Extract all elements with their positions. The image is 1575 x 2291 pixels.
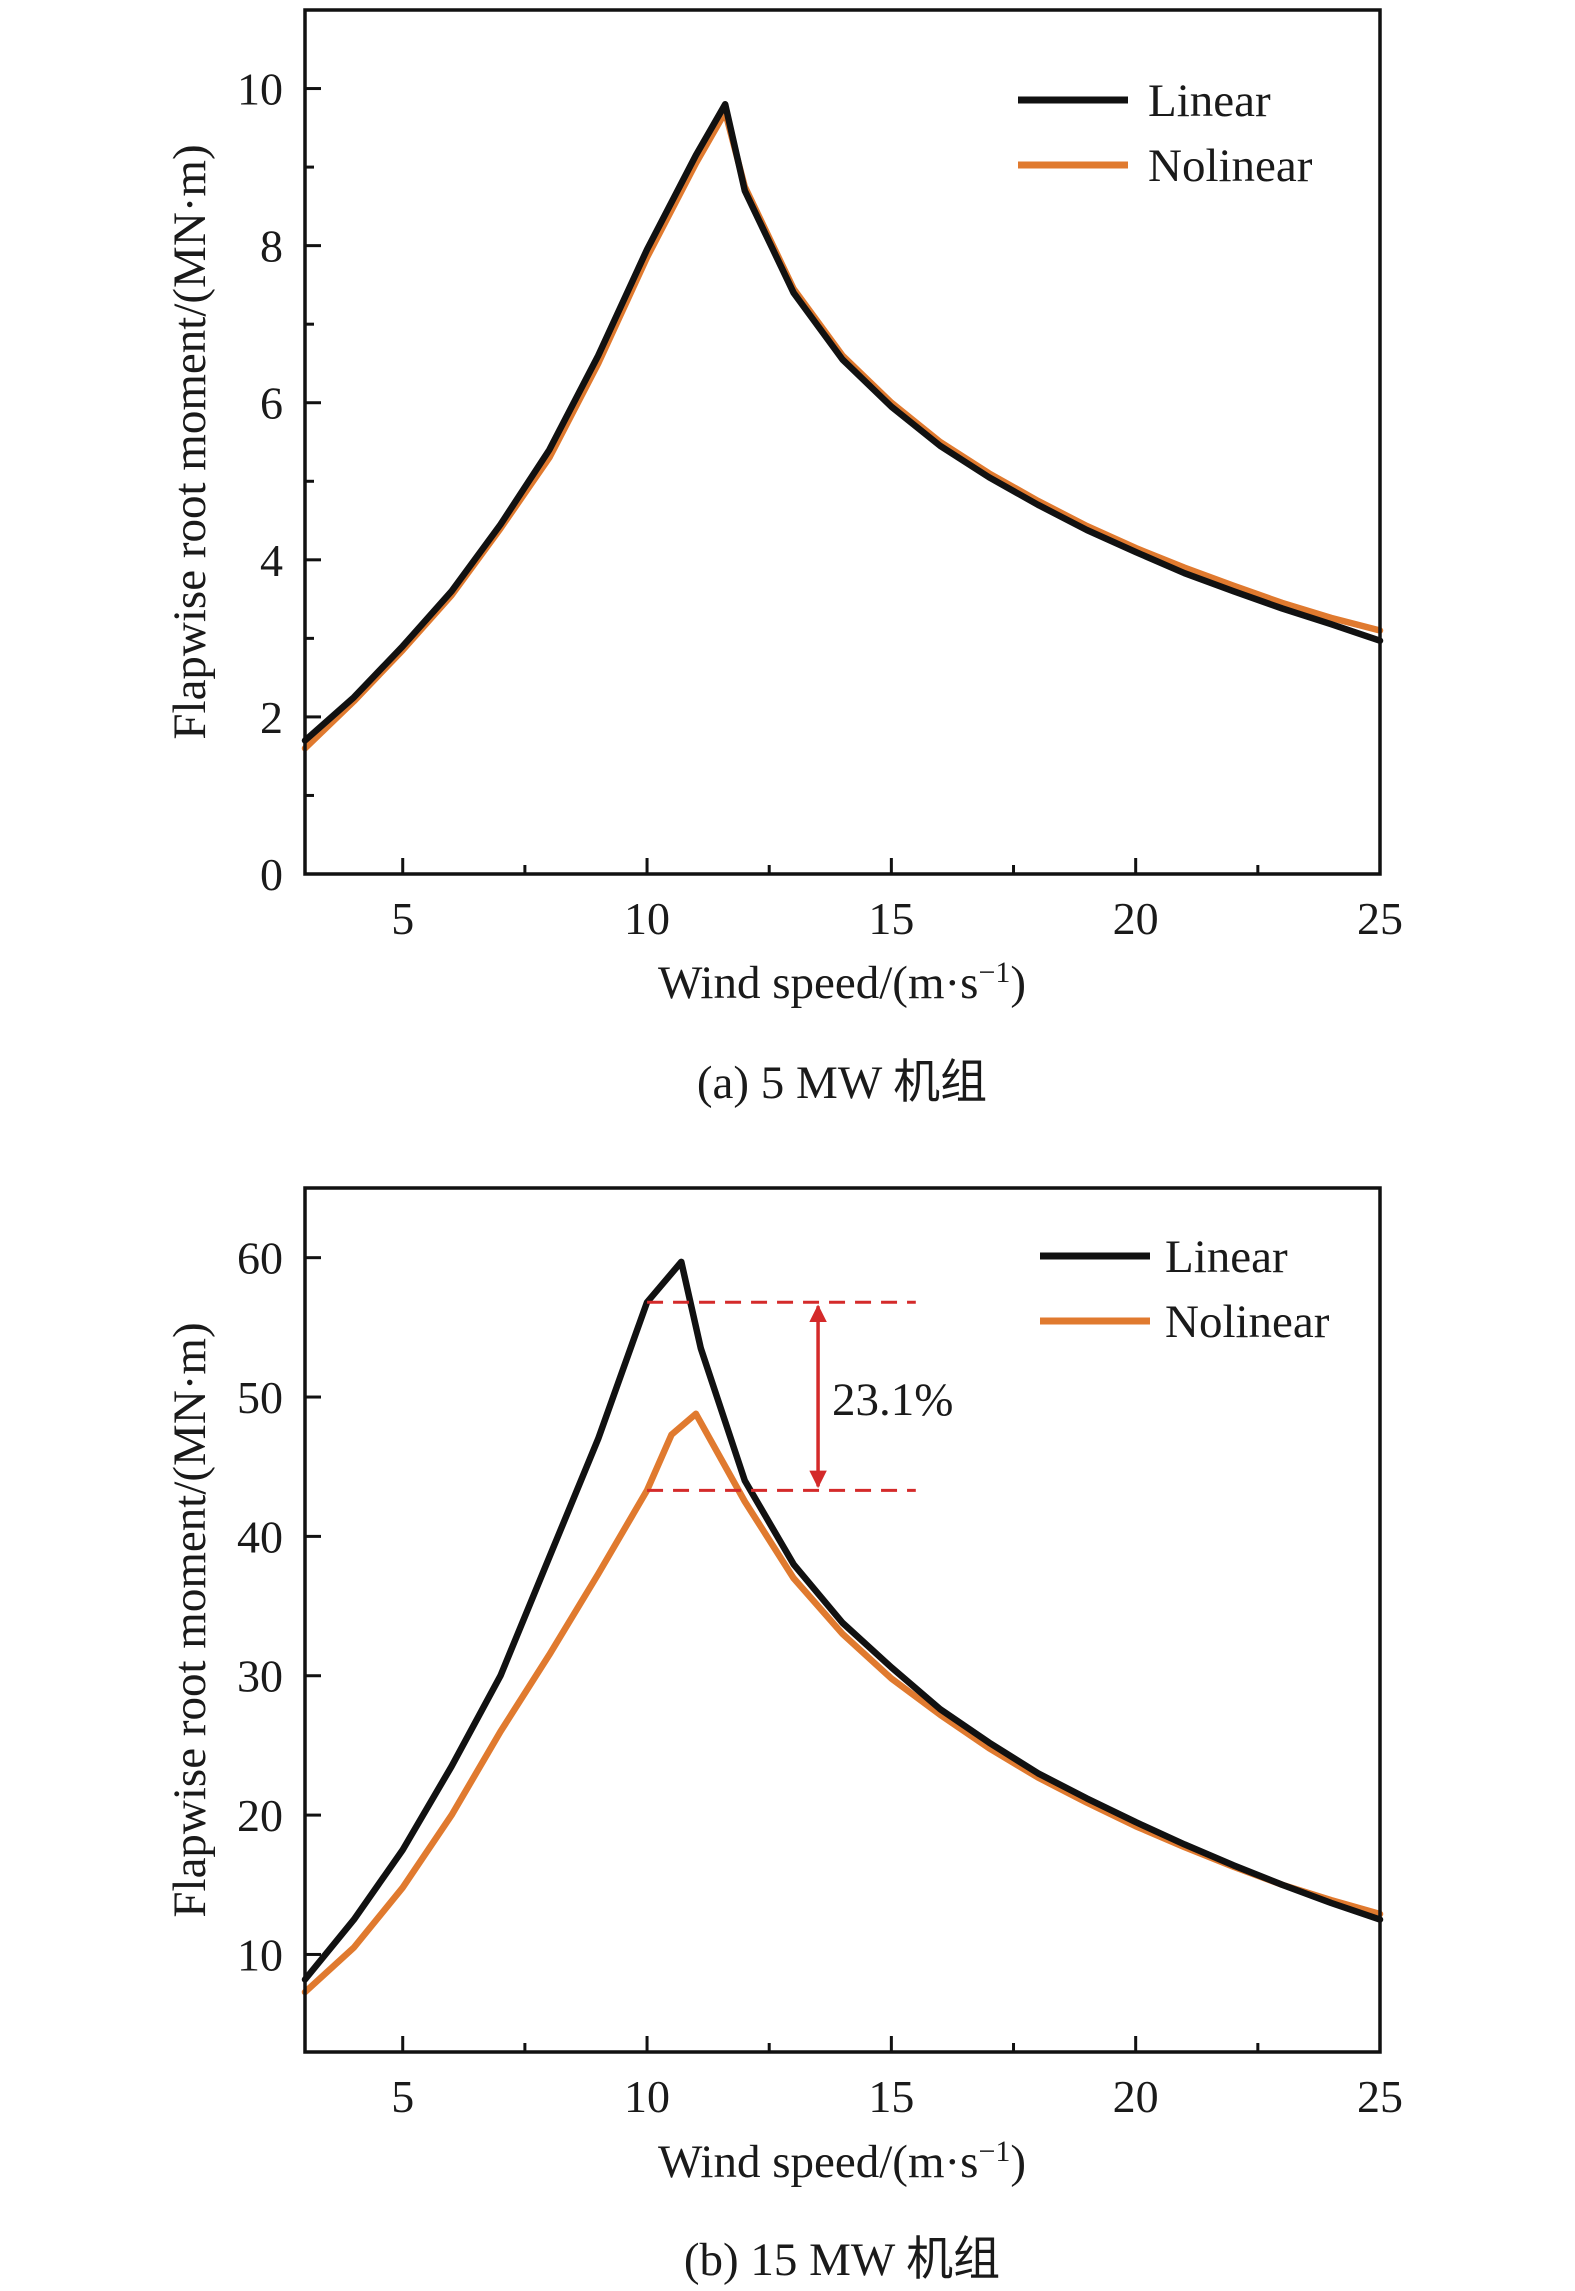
- y-tick-label: 10: [237, 1929, 283, 1980]
- y-tick-label: 10: [237, 64, 283, 115]
- y-tick-label: 0: [260, 849, 283, 900]
- legend-label-linear: Linear: [1148, 75, 1271, 127]
- caption-a: (a) 5 MW 机组: [697, 1057, 987, 1109]
- y-axis-label: Flapwise root moment/(MN·m): [164, 144, 216, 739]
- x-tick-label: 20: [1113, 2071, 1159, 2122]
- chart-panel-b: 23.1% 5 10 15 20 25 10 20 30 40 50 60 Wind speed/…: [164, 1186, 1403, 2286]
- series-line-nolinear: [301, 108, 1384, 752]
- x-tick-label: 15: [868, 893, 914, 944]
- y-tick-label: 20: [237, 1790, 283, 1841]
- x-tick-label: 20: [1113, 893, 1159, 944]
- annotation-label: 23.1%: [832, 1374, 953, 1426]
- plot-frame: [303, 8, 1382, 876]
- y-tick-label: 50: [237, 1372, 283, 1423]
- plot-frame: [303, 1186, 1382, 2054]
- x-axis-label: Wind speed/(m·s−1): [658, 956, 1026, 1010]
- x-tick-label: 25: [1357, 893, 1403, 944]
- caption-b: (b) 15 MW 机组: [684, 2234, 1000, 2286]
- legend-label-nolinear: Nolinear: [1165, 1296, 1330, 1348]
- series-line-linear: [301, 101, 1384, 744]
- x-tick-label: 5: [391, 2071, 414, 2122]
- legend-label-nolinear: Nolinear: [1148, 140, 1313, 192]
- y-tick-label: 60: [237, 1233, 283, 1284]
- legend: Linear Nolinear: [1040, 1231, 1330, 1348]
- x-tick-label: 5: [391, 893, 414, 944]
- x-tick-label: 10: [624, 893, 670, 944]
- y-tick-label: 4: [260, 535, 283, 586]
- difference-annotation: 23.1%: [647, 1300, 953, 1492]
- x-tick-label: 10: [624, 2071, 670, 2122]
- y-tick-label: 30: [237, 1651, 283, 1702]
- legend-label-linear: Linear: [1165, 1231, 1288, 1283]
- legend: Linear Nolinear: [1018, 75, 1313, 192]
- x-tick-label: 15: [868, 2071, 914, 2122]
- x-axis-label: Wind speed/(m·s−1): [658, 2135, 1026, 2189]
- chart-panel-a: 5 10 15 20 25 0 2 4 6 8 10 Wind speed/(m·s−1) Fla…: [164, 8, 1403, 1109]
- y-tick-label: 40: [237, 1511, 283, 1562]
- series-line-nolinear: [301, 1410, 1384, 1996]
- y-axis-label: Flapwise root moment/(MN·m): [164, 1322, 216, 1917]
- y-tick-label: 6: [260, 378, 283, 429]
- x-tick-label: 25: [1357, 2071, 1403, 2122]
- series-line-linear: [301, 1258, 1384, 1983]
- y-tick-label: 2: [260, 692, 283, 743]
- y-tick-label: 8: [260, 221, 283, 272]
